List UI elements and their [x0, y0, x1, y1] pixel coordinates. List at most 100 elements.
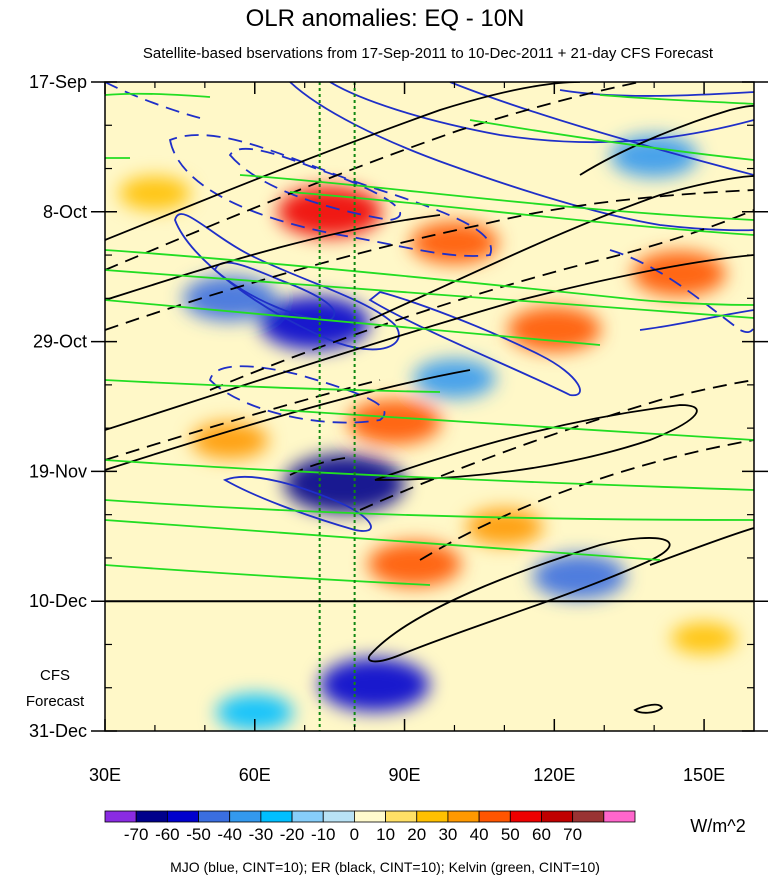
mjo-contour: [228, 147, 402, 221]
anomaly-cell: [367, 541, 462, 587]
y-tick-label: 31-Dec: [29, 721, 87, 741]
y-axis-tick-labels: 17-Sep 8-Oct 29-Oct 19-Nov 10-Dec 31-Dec: [29, 72, 87, 741]
mjo-contours: [174, 82, 754, 532]
colorbar-tick-label: -40: [217, 825, 242, 844]
colorbar-tick-label: 70: [563, 825, 582, 844]
colorbar-tick-label: 30: [438, 825, 457, 844]
mjo-contour: [449, 82, 754, 176]
olr-anomaly-field: [119, 134, 738, 731]
er-contour: [367, 537, 671, 663]
plot-area: [105, 82, 754, 731]
mjo-contour: [222, 475, 372, 532]
anomaly-cell: [507, 306, 602, 352]
er-contour: [359, 379, 754, 511]
anomaly-cell: [465, 508, 543, 546]
er-contour: [105, 254, 754, 431]
anomaly-cell: [413, 358, 496, 399]
mjo-contour: [639, 309, 754, 331]
mjo-contour: [105, 82, 201, 119]
anomaly-cell: [259, 296, 370, 350]
axis-ticks: [91, 81, 768, 732]
y-tick-label: 19-Nov: [29, 461, 87, 481]
plot-frame: [104, 81, 755, 732]
mjo-contour: [209, 365, 386, 424]
colorbar-tick-label: -60: [155, 825, 180, 844]
kelvin-contour: [105, 92, 211, 98]
x-tick-label: 150E: [683, 765, 725, 785]
colorbar: [104, 810, 636, 823]
x-tick-label: 30E: [89, 765, 121, 785]
kelvin-contours: [105, 92, 754, 586]
er-contour: [105, 379, 381, 461]
forecast-label: CFS Forecast: [26, 667, 85, 710]
colorbar-swatch: [541, 810, 574, 823]
kelvin-contour: [105, 379, 441, 393]
wave-contours: [105, 82, 754, 714]
reference-longitude-lines: [318, 82, 356, 731]
colorbar-tick-label: 40: [470, 825, 489, 844]
er-contour: [633, 703, 664, 714]
kelvin-contour: [105, 459, 754, 491]
chart-subtitle: Satellite-based bservations from 17-Sep-…: [143, 45, 714, 62]
colorbar-tick-label: -70: [124, 825, 149, 844]
colorbar-tick-label: 20: [407, 825, 426, 844]
y-tick-label: 17-Sep: [29, 72, 87, 92]
er-contour: [579, 105, 754, 176]
colorbar-tick-label: -20: [280, 825, 305, 844]
kelvin-contour: [105, 269, 754, 319]
er-contour: [289, 457, 346, 476]
colorbar-unit: W/m^2: [690, 816, 745, 836]
anomaly-cell: [410, 221, 499, 264]
anomaly-cell: [277, 186, 382, 238]
er-contour: [105, 214, 441, 301]
colorbar-swatch: [478, 810, 511, 823]
mjo-contour: [559, 89, 754, 97]
colorbar-swatch: [509, 810, 542, 823]
anomaly-cell: [632, 251, 726, 297]
er-contour: [105, 189, 754, 331]
kelvin-contour: [105, 564, 431, 586]
anomaly-cell: [671, 622, 738, 654]
colorbar-tick-label: 50: [501, 825, 520, 844]
colorbar-swatch: [135, 810, 168, 823]
colorbar-swatch: [198, 810, 231, 823]
x-axis-tick-labels: 30E 60E 90E 120E 150E: [89, 765, 725, 785]
forecast-label-line-1: CFS: [40, 667, 70, 684]
colorbar-tick-label: 60: [532, 825, 551, 844]
er-contour: [105, 369, 471, 471]
y-tick-label: 10-Dec: [29, 591, 87, 611]
mjo-contour: [168, 134, 492, 257]
mjo-contour: [213, 261, 336, 321]
er-contour: [209, 209, 754, 391]
kelvin-contour: [105, 299, 601, 346]
mjo-contour: [368, 291, 581, 397]
kelvin-contour: [279, 409, 754, 441]
anomaly-cell: [216, 694, 294, 731]
colorbar-swatch: [416, 810, 449, 823]
colorbar-swatch: [166, 810, 199, 823]
colorbar-swatch: [291, 810, 324, 823]
er-negative-contours: [105, 82, 754, 561]
y-tick-label: 29-Oct: [33, 332, 87, 352]
anomaly-cell: [284, 454, 406, 514]
contour-legend-note: MJO (blue, CINT=10); ER (black, CINT=10)…: [170, 859, 600, 875]
colorbar-swatch: [104, 810, 137, 823]
anomaly-cell: [532, 553, 627, 600]
colorbar-swatch: [260, 810, 293, 823]
er-contour: [105, 82, 581, 241]
colorbar-swatch: [603, 810, 636, 823]
colorbar-swatch: [229, 810, 262, 823]
forecast-label-line-2: Forecast: [26, 693, 85, 710]
kelvin-contour: [599, 94, 754, 105]
mjo-contour: [609, 249, 754, 333]
er-contour: [369, 175, 754, 321]
colorbar-tick-label: 0: [350, 825, 359, 844]
er-contour: [649, 527, 754, 566]
anomaly-cell: [191, 422, 269, 459]
colorbar-tick-label: -30: [249, 825, 274, 844]
anomaly-cell: [119, 176, 191, 211]
anomaly-cell: [319, 657, 430, 712]
colorbar-tick-label: -50: [186, 825, 211, 844]
y-tick-label: 8-Oct: [43, 202, 87, 222]
